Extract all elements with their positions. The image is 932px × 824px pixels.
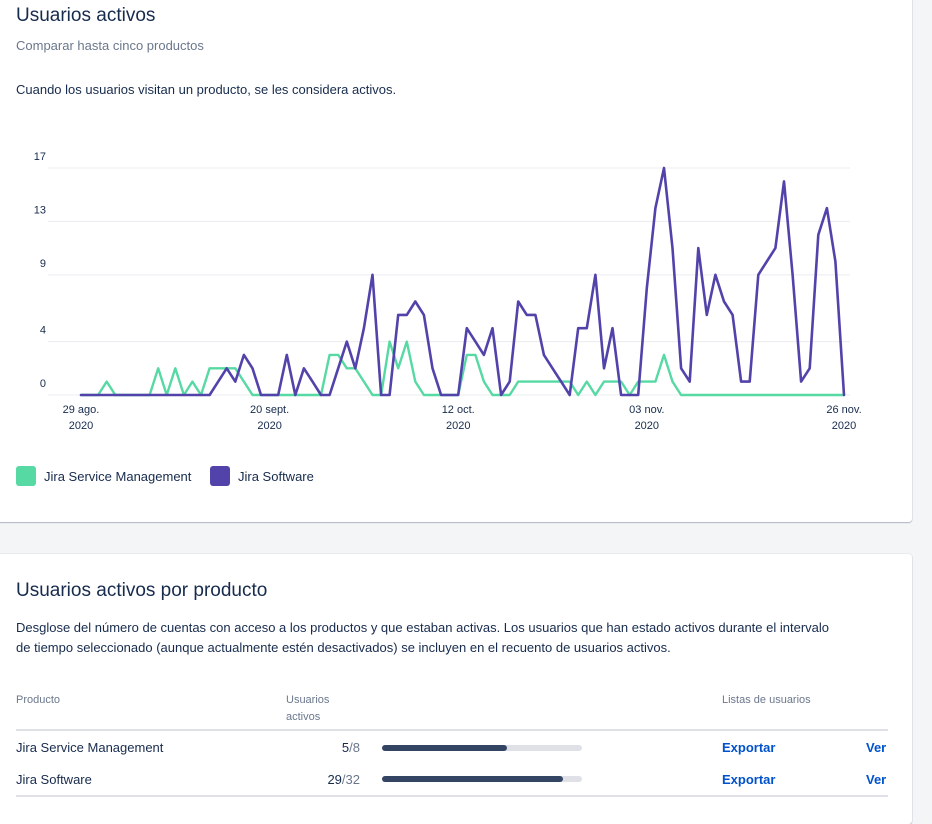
y-tick-label: 13 bbox=[34, 204, 46, 216]
usage-bar-fill bbox=[382, 776, 564, 782]
page-subtitle: Comparar hasta cinco productos bbox=[16, 38, 204, 53]
x-tick-label: 20 sept. bbox=[250, 404, 289, 416]
table-row-product: Jira Software bbox=[16, 772, 92, 787]
x-tick-label: 2020 bbox=[446, 420, 470, 432]
section-title: Usuarios activos por producto bbox=[16, 580, 268, 601]
usage-bar bbox=[382, 776, 582, 782]
section-description-line1: Desglose del número de cuentas con acces… bbox=[16, 620, 830, 635]
x-tick-label: 2020 bbox=[69, 420, 93, 432]
table-row-product: Jira Service Management bbox=[16, 740, 164, 755]
table-header-divider bbox=[16, 729, 888, 731]
table-row-count: 5/8 bbox=[280, 740, 360, 755]
overview-card bbox=[0, 0, 912, 522]
usage-bar-fill bbox=[382, 745, 507, 751]
x-tick-label: 03 nov. bbox=[629, 404, 664, 416]
x-tick-label: 12 oct. bbox=[442, 404, 475, 416]
export-button[interactable]: Exportar bbox=[722, 740, 776, 755]
y-tick-label: 4 bbox=[40, 325, 46, 337]
column-header-active-line2: activos bbox=[286, 711, 321, 723]
section-description: Desglose del número de cuentas con acces… bbox=[16, 618, 829, 658]
view-link[interactable]: Ver bbox=[866, 772, 887, 787]
series-line-jsw bbox=[79, 166, 846, 397]
legend-item-jsw[interactable]: Jira Software bbox=[210, 466, 314, 486]
column-header-active-line1: Usuarios bbox=[286, 694, 330, 706]
total-count: /32 bbox=[341, 772, 360, 787]
total-count: /8 bbox=[349, 740, 360, 755]
page-title: Usuarios activos bbox=[16, 5, 156, 26]
active-count: 5 bbox=[341, 740, 350, 755]
export-button[interactable]: Exportar bbox=[722, 772, 776, 787]
legend-swatch-jsm bbox=[16, 466, 36, 486]
section-description-line2: de tiempo seleccionado (aunque actualmen… bbox=[16, 640, 671, 655]
x-tick-label: 2020 bbox=[257, 420, 281, 432]
legend-item-jsm[interactable]: Jira Service Management bbox=[16, 466, 191, 486]
legend-swatch-jsw bbox=[210, 466, 230, 486]
active-users-chart: 0 4 9 13 17 29 ago. 2020 20 sept. 2020 12 oct. 202… bbox=[34, 151, 862, 432]
x-tick-label: 29 ago. bbox=[63, 404, 100, 416]
legend-label-jsw: Jira Software bbox=[238, 468, 314, 484]
y-tick-label: 17 bbox=[34, 151, 46, 163]
x-tick-label: 2020 bbox=[635, 420, 659, 432]
column-header-product: Producto bbox=[16, 694, 61, 706]
series-line-jsm bbox=[79, 340, 846, 397]
x-tick-label: 26 nov. bbox=[826, 404, 861, 416]
active-count: 29 bbox=[327, 772, 342, 787]
chart-description: Cuando los usuarios visitan un producto,… bbox=[16, 82, 397, 97]
legend-label-jsm: Jira Service Management bbox=[44, 468, 192, 484]
column-header-user-lists: Listas de usuarios bbox=[722, 694, 811, 706]
usage-bar bbox=[382, 745, 582, 751]
x-tick-label: 2020 bbox=[832, 420, 856, 432]
column-header-active-users: Usuarios activos bbox=[286, 692, 329, 726]
y-tick-label: 0 bbox=[40, 378, 46, 390]
table-row-count: 29/32 bbox=[280, 772, 360, 787]
view-link[interactable]: Ver bbox=[866, 740, 887, 755]
y-tick-label: 9 bbox=[40, 258, 46, 270]
table-bottom-divider bbox=[16, 795, 888, 797]
